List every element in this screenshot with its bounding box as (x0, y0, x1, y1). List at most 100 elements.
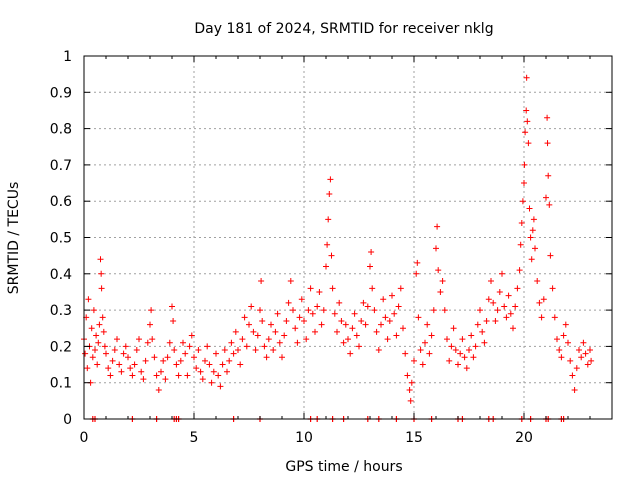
data-point (391, 310, 398, 317)
data-point (155, 386, 162, 393)
data-point (386, 317, 393, 324)
data-point (351, 310, 358, 317)
data-point (547, 252, 554, 259)
data-point (414, 259, 421, 266)
data-point (446, 357, 453, 364)
data-point (477, 307, 483, 314)
data-point (164, 354, 171, 361)
data-point (353, 332, 360, 339)
data-point (171, 347, 178, 354)
data-point (518, 219, 525, 226)
data-point (257, 307, 263, 314)
data-point (521, 161, 528, 168)
data-point (358, 317, 365, 324)
data-point (320, 307, 327, 314)
data-point (120, 350, 127, 357)
data-point (272, 328, 279, 335)
data-point (248, 303, 255, 310)
data-point (93, 332, 100, 339)
data-point (576, 347, 582, 354)
data-point (100, 328, 107, 335)
data-point (184, 372, 191, 379)
data-point (116, 361, 123, 368)
data-point (523, 107, 530, 114)
data-point (263, 354, 270, 361)
data-point (389, 292, 395, 299)
data-point (224, 368, 230, 375)
data-point (281, 332, 288, 339)
data-point (98, 285, 105, 292)
data-point (565, 339, 571, 346)
data-point (393, 332, 400, 339)
data-point (101, 343, 108, 350)
data-point (239, 336, 246, 343)
data-point (188, 332, 195, 339)
data-point (444, 336, 450, 343)
data-point (501, 303, 508, 310)
data-point (254, 332, 261, 339)
data-point (430, 307, 437, 314)
data-point (149, 336, 156, 343)
data-point (519, 198, 526, 205)
data-point (206, 361, 213, 368)
data-point (368, 249, 375, 256)
data-point (340, 339, 347, 346)
data-point (457, 350, 464, 357)
data-point (494, 307, 501, 314)
data-point (584, 361, 591, 368)
data-point (380, 296, 387, 303)
data-point (169, 303, 175, 310)
y-tick-label: 0.3 (50, 303, 72, 319)
data-point (407, 397, 414, 404)
data-point (468, 332, 475, 339)
data-point (382, 314, 389, 321)
data-point (582, 350, 589, 357)
data-point (109, 357, 116, 364)
y-tick-label: 0.6 (50, 194, 72, 210)
data-point (485, 296, 492, 303)
data-point (378, 321, 384, 328)
data-point (448, 343, 455, 350)
data-point (88, 325, 95, 332)
data-point (96, 321, 103, 328)
x-tick-label: 0 (80, 430, 89, 446)
data-point (338, 317, 345, 324)
data-point (483, 317, 490, 324)
x-tick-label: 10 (295, 430, 313, 446)
data-point (276, 339, 283, 346)
data-point (314, 303, 321, 310)
y-axis-label: SRMTID / TECUs (6, 182, 22, 295)
data-point (336, 299, 343, 306)
data-point (103, 350, 109, 357)
data-point (522, 129, 529, 136)
data-point (180, 339, 186, 346)
data-point (162, 376, 169, 383)
data-point (474, 321, 481, 328)
data-point (371, 307, 378, 314)
data-point (197, 368, 204, 375)
data-point (529, 227, 536, 234)
data-point (246, 321, 252, 328)
data-point (404, 372, 411, 379)
data-point (250, 328, 257, 335)
data-point (258, 278, 265, 285)
data-point (525, 140, 532, 147)
data-point (98, 270, 105, 277)
data-point (303, 336, 310, 343)
data-point (411, 357, 417, 364)
data-point (215, 372, 222, 379)
data-point (99, 314, 106, 321)
data-point (268, 321, 274, 328)
data-point (556, 347, 563, 354)
data-point (265, 336, 272, 343)
data-point (524, 118, 531, 125)
axis-ticks: 00.10.20.30.40.50.60.70.80.910 5 10 15 20 (50, 49, 612, 446)
data-point (544, 140, 551, 147)
data-point (133, 347, 140, 354)
data-point (587, 347, 593, 354)
data-point (406, 386, 413, 393)
data-point (419, 361, 426, 368)
data-point (437, 288, 444, 295)
data-point (349, 325, 356, 332)
data-point (129, 372, 136, 379)
